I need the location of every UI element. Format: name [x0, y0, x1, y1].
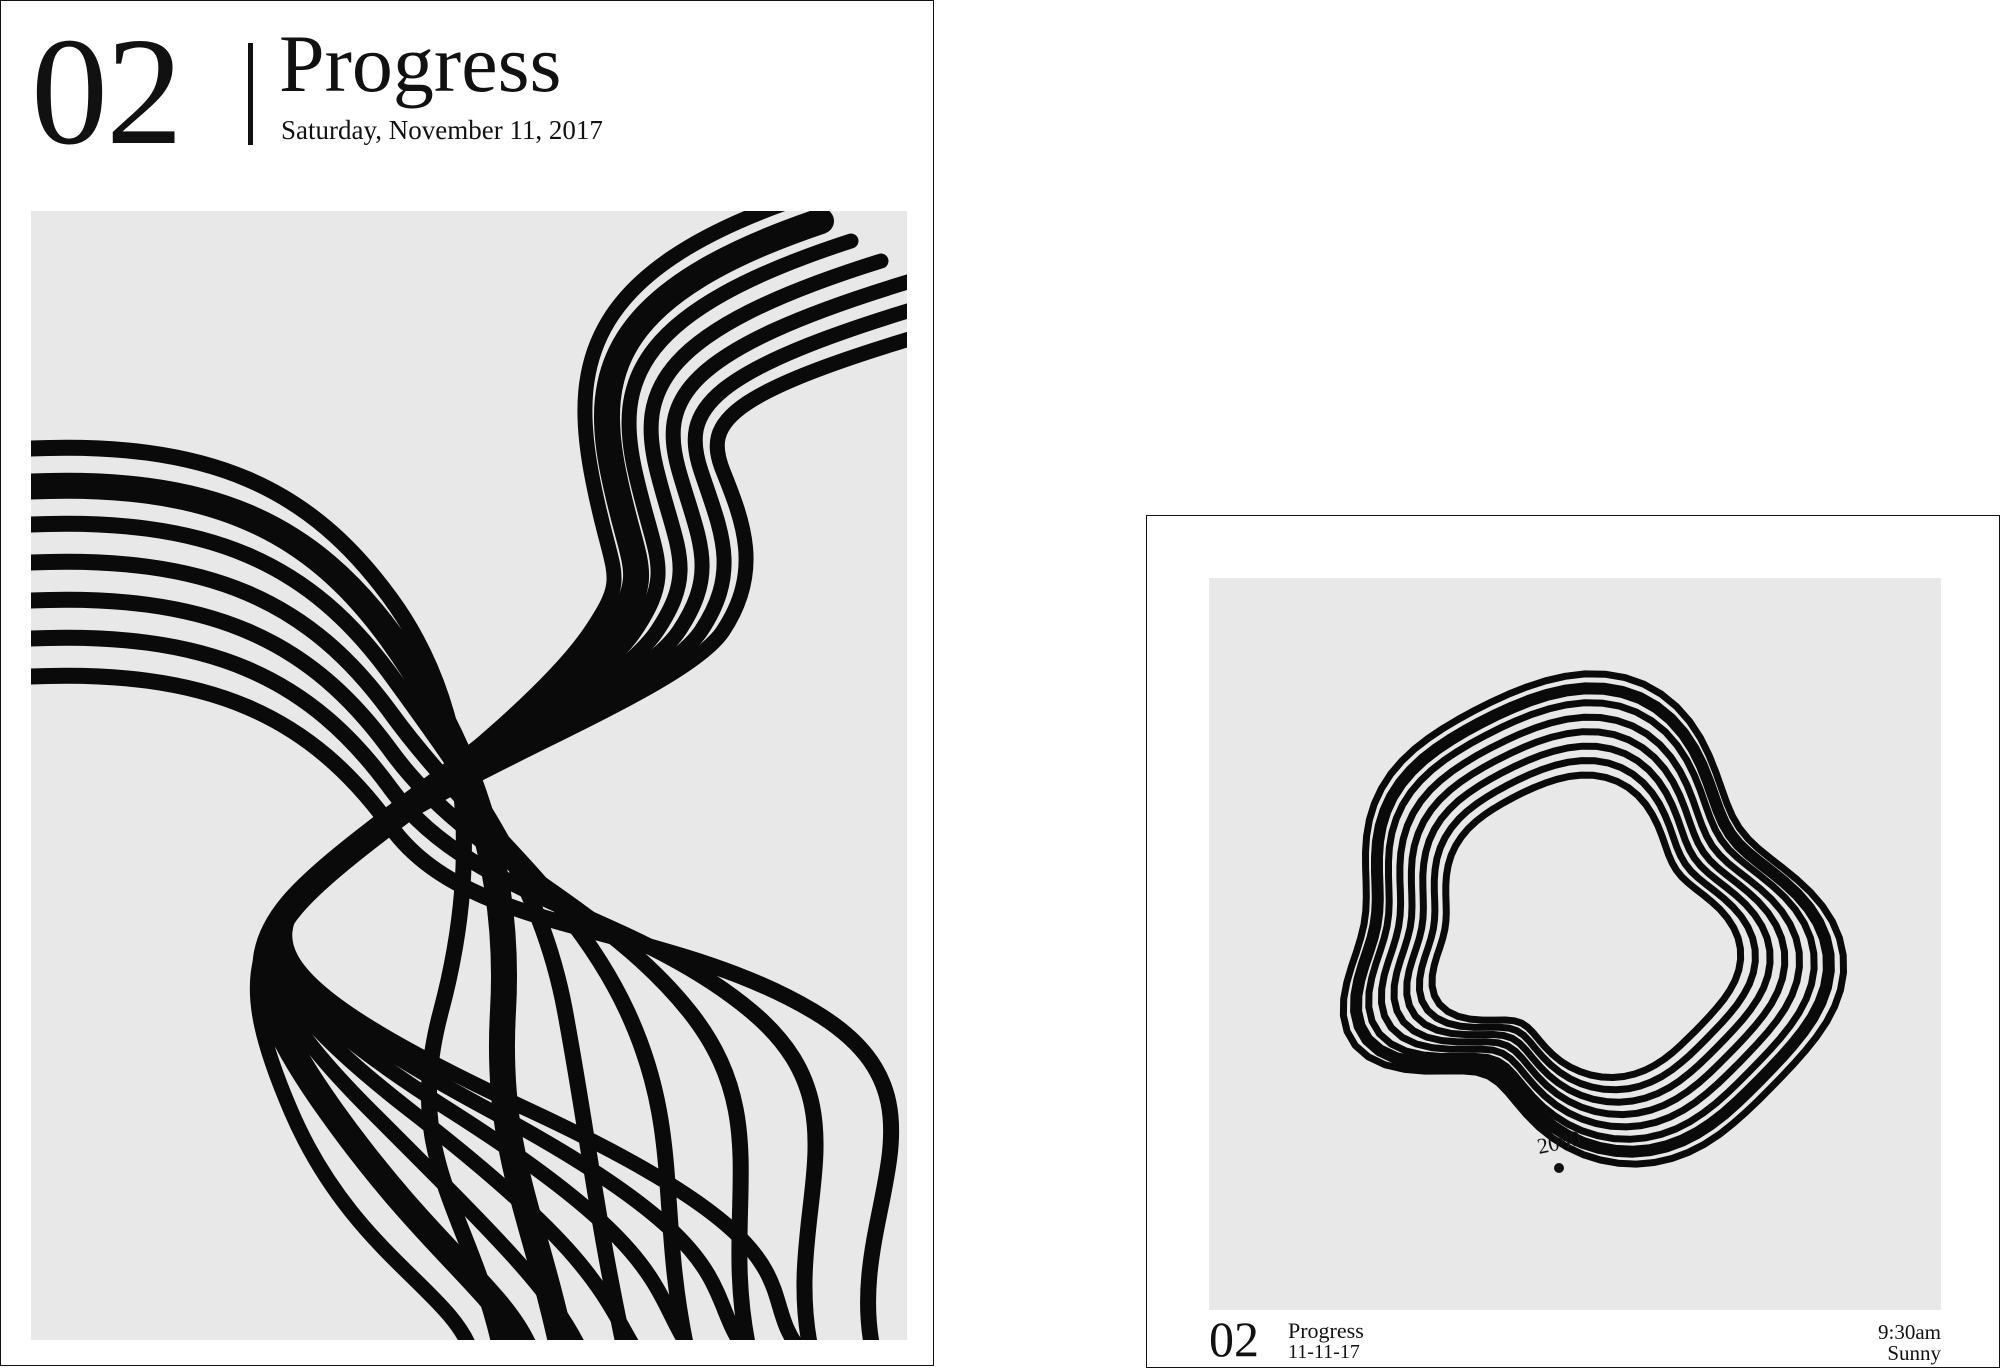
contour-ring — [1390, 728, 1789, 1119]
poster-large: 02 Progress Saturday, November 11, 2017 — [0, 0, 934, 1366]
poster-time: 9:30am — [1878, 1320, 1941, 1344]
poster-date: Saturday, November 11, 2017 — [281, 115, 603, 145]
poster-weather: Sunny — [1887, 1341, 1941, 1365]
poster-date: 11-11-17 — [1288, 1341, 1360, 1363]
artwork-panel — [31, 211, 907, 1340]
contour-ring — [1365, 699, 1818, 1143]
poster-number: 02 — [31, 7, 183, 177]
contour-ring — [1416, 757, 1759, 1094]
flow-line — [31, 553, 693, 1340]
poster-title: Progress — [1288, 1318, 1364, 1343]
contour-ring — [1403, 742, 1774, 1106]
poster-title: Progress — [279, 18, 562, 109]
artwork-panel: 2080 — [1209, 578, 1941, 1310]
contour-ring — [1350, 682, 1835, 1158]
marker-dot — [1554, 1163, 1564, 1173]
contour-loop-artwork: 2080 — [1339, 670, 1847, 1173]
flow-line-gap — [31, 444, 502, 1340]
flow-line — [31, 667, 900, 1340]
flow-lines-artwork — [31, 211, 907, 1340]
contour-ring — [1339, 670, 1847, 1168]
poster-small: 2080 02 Progress 11-11-17 9:30am Sunny — [1146, 515, 2000, 1368]
poster-number: 02 — [1209, 1311, 1259, 1367]
flow-line — [31, 439, 507, 1340]
title-separator — [248, 43, 253, 145]
flow-line — [31, 591, 756, 1340]
contour-ring — [1378, 713, 1803, 1131]
contour-ring — [1428, 771, 1745, 1081]
flow-line — [31, 629, 824, 1340]
